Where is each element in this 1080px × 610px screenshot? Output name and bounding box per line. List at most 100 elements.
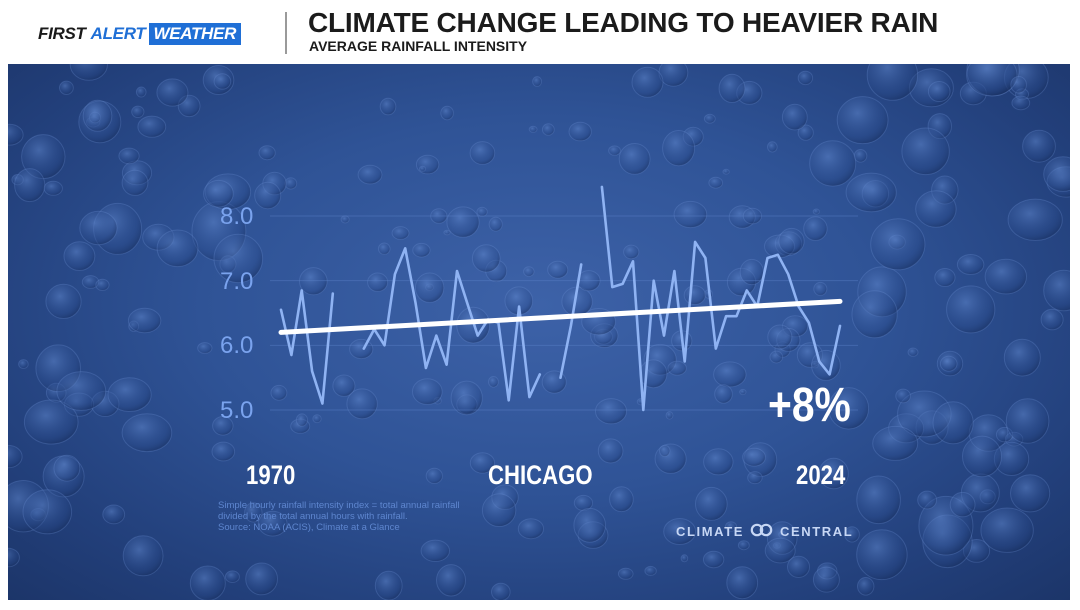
raindrop: [725, 521, 737, 532]
raindrop: [956, 254, 985, 275]
raindrop: [623, 244, 640, 260]
raindrop: [491, 582, 511, 600]
raindrop: [787, 555, 810, 578]
raindrop: [680, 554, 689, 563]
raindrop: [420, 539, 450, 562]
raindrop: [340, 215, 350, 224]
raindrop: [450, 380, 483, 416]
raindrop: [532, 76, 543, 87]
page-subtitle: AVERAGE RAINFALL INTENSITY: [309, 38, 528, 54]
raindrop: [946, 285, 996, 334]
raindrop: [377, 242, 391, 255]
raindrop: [907, 347, 919, 357]
raindrop: [917, 490, 937, 510]
raindrop: [769, 350, 784, 364]
raindrop: [122, 535, 164, 577]
raindrop: [949, 491, 976, 518]
rainfall-series-line: [362, 247, 542, 402]
raindrop: [440, 105, 454, 121]
raindrop: [803, 216, 828, 242]
raindrop: [469, 141, 496, 165]
raindrop: [781, 103, 808, 131]
y-tick-label-8: 8.0: [220, 203, 254, 230]
raindrop: [662, 130, 696, 167]
raindrop: [667, 360, 687, 376]
chart-panel: 8.0 7.0 6.0 5.0 1970 CHICAGO 2024 +8% Si…: [8, 64, 1070, 600]
raindrop: [962, 435, 1002, 478]
raindrop: [254, 181, 282, 210]
raindrop: [739, 388, 747, 396]
methodology-footnote: Simple hourly rainfall intensity index =…: [218, 500, 578, 533]
raindrop: [295, 413, 308, 427]
raindrop: [430, 208, 448, 224]
raindrop: [135, 86, 147, 98]
raindrop: [189, 565, 226, 600]
raindrop: [1005, 398, 1050, 444]
y-tick-label-6: 6.0: [220, 332, 254, 359]
raindrop: [713, 361, 747, 388]
raindrop: [412, 242, 431, 258]
raindrop: [797, 124, 814, 141]
raindrop: [481, 493, 517, 528]
raindrop: [812, 208, 820, 215]
raindrop: [608, 145, 621, 156]
footnote-line-2: divided by the total annual hours with r…: [218, 511, 408, 522]
raindrop: [853, 149, 868, 163]
raindrop: [541, 123, 555, 136]
raindrop: [107, 377, 152, 413]
first-alert-weather-logo: FIRST ALERT WEATHER: [38, 23, 242, 45]
raindrop: [488, 216, 503, 232]
credit-part-2: CENTRAL: [780, 523, 854, 539]
rainfall-series-line: [600, 185, 842, 412]
raindrop: [212, 416, 234, 436]
raindrop: [8, 444, 23, 469]
raindrop: [211, 441, 236, 462]
raindrop: [767, 141, 778, 153]
raindrop: [517, 518, 545, 540]
raindrop: [488, 376, 499, 388]
raindrop: [443, 229, 451, 236]
x-start-label: 1970: [246, 460, 296, 490]
raindrop: [412, 378, 443, 406]
raindrop: [778, 227, 805, 255]
raindrop: [349, 338, 374, 360]
raindrop: [767, 324, 793, 350]
raindrop: [59, 80, 74, 95]
raindrop: [866, 64, 919, 101]
raindrop: [845, 172, 897, 213]
raindrop: [63, 241, 96, 272]
raindrop: [813, 281, 828, 296]
raindrop: [418, 165, 427, 172]
climate-central-rings-icon: [749, 523, 775, 540]
raindrop: [8, 547, 20, 568]
raindrop: [224, 570, 240, 584]
raindrop: [270, 384, 288, 401]
header-bar: FIRST ALERT WEATHER CLIMATE CHANGE LEADI…: [0, 0, 1080, 64]
raindrop: [1043, 269, 1070, 312]
raindrop: [932, 401, 974, 445]
raindrop: [523, 266, 535, 277]
raindrop: [469, 452, 495, 474]
chart-gridlines: [270, 215, 858, 411]
raindrop: [131, 105, 145, 118]
footnote-line-3: Source: NOAA (ACIS), Climate at a Glance: [218, 522, 400, 533]
raindrop: [244, 502, 263, 523]
raindrop: [714, 384, 733, 404]
raindrop: [1040, 308, 1064, 331]
footnote-line-1: Simple hourly rainfall intensity index =…: [218, 500, 460, 511]
raindrop: [1003, 338, 1041, 377]
raindrop: [663, 518, 696, 545]
raindrop: [718, 73, 746, 103]
raindrop: [53, 454, 81, 482]
raindrop: [379, 97, 397, 116]
page-title: CLIMATE CHANGE LEADING TO HEAVIER RAIN: [308, 7, 939, 38]
location-label: CHICAGO: [488, 460, 593, 490]
raindrop: [595, 398, 627, 425]
raindrop: [547, 260, 569, 279]
raindrop: [818, 457, 849, 490]
raindrop: [121, 413, 173, 453]
raindrop: [471, 244, 501, 273]
raindrop: [703, 113, 716, 124]
y-tick-label-5: 5.0: [220, 397, 254, 424]
raindrop: [541, 370, 567, 394]
